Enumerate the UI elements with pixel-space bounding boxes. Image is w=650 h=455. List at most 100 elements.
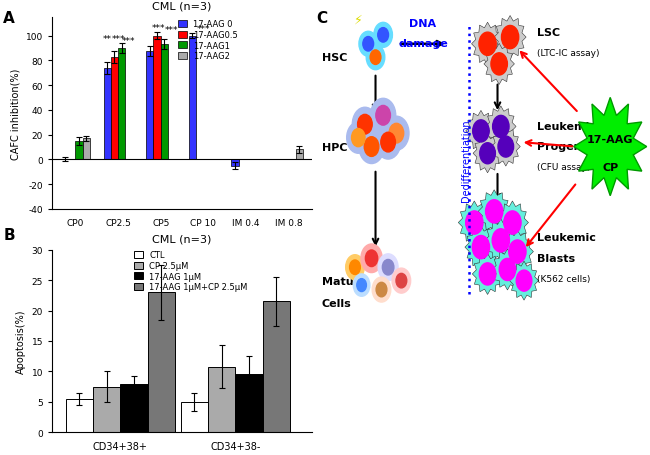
Circle shape — [479, 33, 496, 56]
Bar — [263, 302, 290, 432]
Polygon shape — [497, 202, 528, 245]
Text: HSC: HSC — [322, 53, 347, 63]
Polygon shape — [484, 44, 514, 85]
Circle shape — [479, 263, 496, 285]
Polygon shape — [458, 202, 490, 245]
Polygon shape — [471, 23, 504, 66]
Title: CML (n=3): CML (n=3) — [152, 2, 212, 12]
Bar — [153, 37, 161, 160]
Text: ***: *** — [122, 37, 135, 46]
Text: CP: CP — [602, 162, 618, 172]
Polygon shape — [494, 16, 526, 60]
Circle shape — [346, 123, 370, 154]
Circle shape — [361, 244, 382, 273]
Circle shape — [465, 212, 483, 235]
Circle shape — [376, 126, 400, 160]
Y-axis label: Apoptosis(%): Apoptosis(%) — [16, 309, 26, 374]
Bar — [120, 384, 148, 432]
Circle shape — [473, 121, 489, 143]
Circle shape — [378, 254, 398, 281]
Text: Blasts: Blasts — [538, 253, 575, 263]
Circle shape — [376, 283, 387, 297]
Text: ⚡: ⚡ — [354, 14, 363, 27]
Circle shape — [370, 51, 381, 66]
Bar — [83, 139, 90, 160]
Polygon shape — [473, 254, 503, 295]
Text: ***: *** — [112, 35, 125, 44]
Circle shape — [504, 212, 521, 235]
Circle shape — [366, 46, 385, 71]
Circle shape — [352, 129, 365, 147]
Circle shape — [381, 133, 395, 152]
Circle shape — [357, 279, 367, 292]
Polygon shape — [501, 231, 534, 273]
Text: Dedifferentiation: Dedifferentiation — [461, 119, 471, 202]
Polygon shape — [486, 106, 516, 148]
Circle shape — [498, 137, 514, 158]
Circle shape — [499, 259, 515, 281]
Text: damage: damage — [398, 39, 448, 49]
Bar — [208, 367, 235, 432]
Bar — [93, 387, 120, 432]
Circle shape — [352, 108, 378, 142]
Text: (LTC-IC assay): (LTC-IC assay) — [538, 49, 600, 58]
Circle shape — [492, 229, 510, 253]
Legend: CTL, CP 2.5μM, 17-AAG 1μM, 17-AAG 1μM+CP 2.5μM: CTL, CP 2.5μM, 17-AAG 1μM, 17-AAG 1μM+CP… — [134, 251, 248, 292]
Bar — [118, 49, 125, 160]
Polygon shape — [574, 98, 647, 196]
Text: ***: *** — [196, 25, 210, 34]
Circle shape — [480, 143, 495, 164]
Polygon shape — [465, 111, 496, 152]
Circle shape — [364, 137, 379, 157]
Text: C: C — [317, 11, 328, 26]
Circle shape — [372, 278, 391, 303]
Bar — [161, 46, 168, 160]
Bar — [181, 402, 208, 432]
Bar — [231, 160, 239, 166]
Circle shape — [354, 274, 370, 297]
Text: A: A — [3, 11, 15, 26]
Y-axis label: CAFC inhibition(%): CAFC inhibition(%) — [10, 68, 20, 159]
Bar — [235, 374, 263, 432]
Circle shape — [359, 32, 378, 57]
Circle shape — [392, 268, 411, 293]
Circle shape — [509, 240, 526, 263]
Bar — [66, 399, 93, 432]
Text: (K562 cells): (K562 cells) — [538, 274, 591, 283]
Text: Progenitor: Progenitor — [538, 142, 604, 152]
Polygon shape — [478, 190, 510, 233]
Polygon shape — [473, 134, 502, 173]
Text: Mature: Mature — [322, 276, 367, 286]
Circle shape — [358, 115, 372, 135]
Text: Leukemic: Leukemic — [538, 121, 596, 131]
Legend: 17-AAG 0, 17-AAG0.5, 17-AAG1, 17-AAG2: 17-AAG 0, 17-AAG0.5, 17-AAG1, 17-AAG2 — [178, 20, 238, 61]
Polygon shape — [492, 249, 523, 290]
Circle shape — [365, 250, 378, 267]
Circle shape — [491, 54, 508, 76]
Polygon shape — [491, 128, 520, 167]
Circle shape — [501, 26, 519, 50]
Text: **: ** — [103, 35, 112, 44]
Text: (CFU assay): (CFU assay) — [538, 162, 591, 172]
Circle shape — [382, 260, 394, 275]
Polygon shape — [485, 219, 517, 263]
Text: 17-AAG: 17-AAG — [587, 134, 634, 144]
Text: LSC: LSC — [538, 28, 560, 38]
Circle shape — [516, 271, 532, 292]
Bar — [188, 37, 196, 160]
Circle shape — [486, 200, 503, 223]
Circle shape — [389, 124, 404, 144]
Text: DNA: DNA — [410, 19, 437, 29]
Circle shape — [384, 117, 409, 151]
Text: ***: *** — [164, 26, 178, 35]
Bar — [148, 293, 175, 432]
Circle shape — [363, 37, 374, 52]
Text: HPC: HPC — [322, 142, 347, 152]
Bar — [296, 150, 303, 160]
Text: Cells: Cells — [322, 298, 352, 308]
Circle shape — [473, 236, 489, 259]
Polygon shape — [465, 226, 497, 269]
Bar — [111, 58, 118, 160]
Circle shape — [346, 255, 364, 280]
Circle shape — [359, 130, 384, 164]
